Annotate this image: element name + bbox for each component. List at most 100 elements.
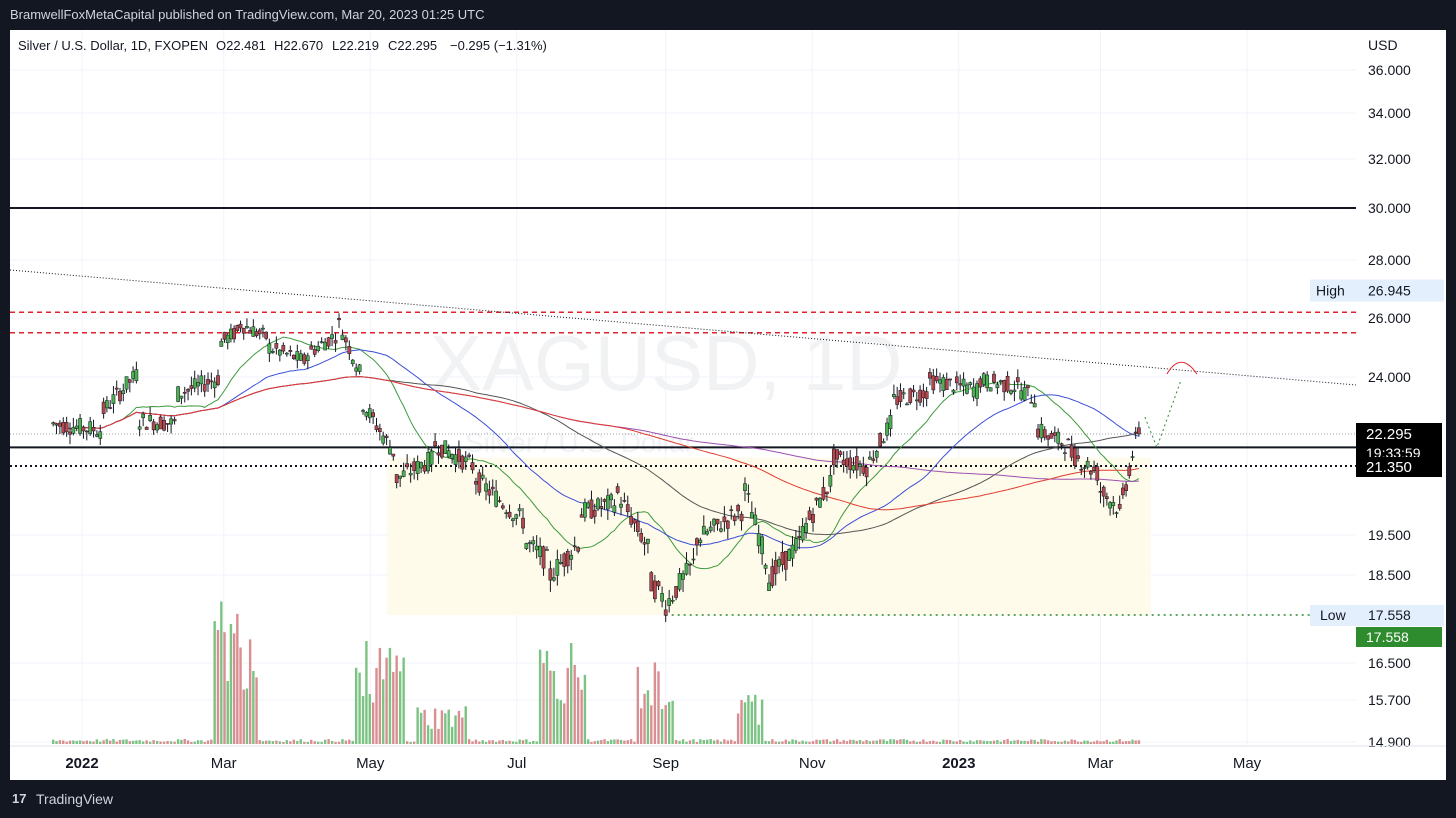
volume-bar xyxy=(636,666,640,744)
bull-candle xyxy=(828,475,833,487)
bear-candle xyxy=(541,546,546,569)
bear-candle xyxy=(954,376,959,384)
bear-candle xyxy=(114,387,119,390)
y-axis-unit: USD xyxy=(1368,37,1398,53)
volume-bar xyxy=(1063,740,1067,744)
bull-candle xyxy=(851,464,856,471)
chart-area[interactable]: XAGUSD, 1D Silver / U.S. Dollar Silver /… xyxy=(9,30,1446,780)
bull-candle xyxy=(504,512,509,514)
volume-bar xyxy=(889,739,892,744)
volume-bar xyxy=(145,740,148,744)
volume-bar xyxy=(899,739,902,744)
volume-bar xyxy=(609,739,613,744)
bull-candle xyxy=(555,559,560,576)
bull-candle xyxy=(1130,456,1135,458)
volume-bar xyxy=(712,740,716,744)
bull-candle xyxy=(137,426,142,430)
bull-candle xyxy=(534,545,539,551)
footer: 17 TradingView xyxy=(0,780,1456,818)
volume-bar xyxy=(909,741,912,744)
bull-candle xyxy=(743,483,747,491)
time-axis[interactable]: 2022 Mar May Jul Sep Nov 2023 Mar May xyxy=(10,745,1446,772)
volume-bar xyxy=(586,739,590,744)
volume-bar xyxy=(996,739,999,744)
volume-bar xyxy=(65,741,68,744)
low-value-box xyxy=(1364,605,1444,626)
bear-candle xyxy=(309,345,314,350)
x-tick-label: May xyxy=(356,755,385,772)
bull-candle xyxy=(354,367,359,372)
bear-candle xyxy=(848,457,853,471)
volume-bar xyxy=(358,672,361,744)
volume-bar xyxy=(613,739,616,744)
bull-candle xyxy=(794,538,798,551)
bull-candle xyxy=(415,461,420,474)
descending-trendline xyxy=(9,269,1357,386)
green-projection-arrow xyxy=(1144,380,1182,449)
volume-bar xyxy=(239,647,242,744)
volume-bar xyxy=(600,739,603,744)
bull-candle xyxy=(753,514,758,525)
price-axis[interactable]: USD 36.000 34.000 32.000 30.000 28.000 26.000 2… xyxy=(1310,37,1444,750)
volume-bar xyxy=(206,740,210,744)
bull-candle xyxy=(446,450,451,458)
bear-candle xyxy=(477,472,482,493)
volume-bar xyxy=(344,740,348,744)
x-tick-label: Mar xyxy=(211,755,237,772)
bull-candle xyxy=(1108,502,1112,509)
bear-candle xyxy=(467,454,471,457)
bear-candle xyxy=(281,345,286,352)
bear-candle xyxy=(91,427,96,432)
volume-bar xyxy=(566,667,569,744)
bear-candle xyxy=(378,428,382,432)
bull-candle xyxy=(78,418,82,434)
bear-candle xyxy=(589,499,594,519)
bear-candle xyxy=(333,340,338,344)
y-tick-label: 30.000 xyxy=(1368,200,1411,216)
bear-candle xyxy=(838,451,843,455)
bear-candle xyxy=(412,461,416,471)
bear-candle xyxy=(1127,466,1132,477)
y-tick-label: 34.000 xyxy=(1368,105,1411,121)
bear-candle xyxy=(206,379,210,385)
volume-bar xyxy=(371,702,375,744)
volume-bar xyxy=(576,677,580,744)
bear-candle xyxy=(732,515,737,522)
volume-bar xyxy=(905,739,909,744)
volume-bar xyxy=(313,741,316,744)
volume-bar xyxy=(664,705,667,744)
volume-bar xyxy=(220,601,223,744)
bear-candle xyxy=(1005,376,1010,392)
bull-candle xyxy=(131,371,135,379)
bear-candle xyxy=(1015,377,1020,383)
volume-bar xyxy=(320,741,323,744)
bear-candle xyxy=(68,431,72,435)
volume-bar xyxy=(938,741,942,744)
bear-candle xyxy=(695,538,699,546)
y-tick-label: 18.500 xyxy=(1368,567,1411,583)
volume-bar xyxy=(895,740,899,744)
volume-bar xyxy=(368,694,371,744)
volume-bar xyxy=(781,741,784,744)
bull-candle xyxy=(199,375,204,385)
volume-bar xyxy=(829,741,832,744)
volume-bar xyxy=(660,708,664,744)
volume-bar xyxy=(702,740,705,744)
bear-candle xyxy=(291,354,296,360)
bull-candle xyxy=(938,379,942,384)
price-chart[interactable]: XAGUSD, 1D Silver / U.S. Dollar Silver /… xyxy=(9,30,1446,780)
bull-candle xyxy=(1022,387,1027,401)
volume-bar xyxy=(593,741,596,744)
volume-bar xyxy=(433,708,437,744)
high-label: High xyxy=(1316,283,1345,299)
bull-candle xyxy=(111,394,116,404)
bull-candle xyxy=(881,441,886,444)
volume-bar xyxy=(845,741,849,744)
bull-candle xyxy=(88,421,93,434)
volume-bar xyxy=(699,739,702,744)
bear-candle xyxy=(715,518,720,525)
low-label: Low xyxy=(1320,607,1347,623)
bear-candle xyxy=(602,499,607,502)
volume-bar xyxy=(918,741,922,744)
bear-candle xyxy=(165,423,170,425)
